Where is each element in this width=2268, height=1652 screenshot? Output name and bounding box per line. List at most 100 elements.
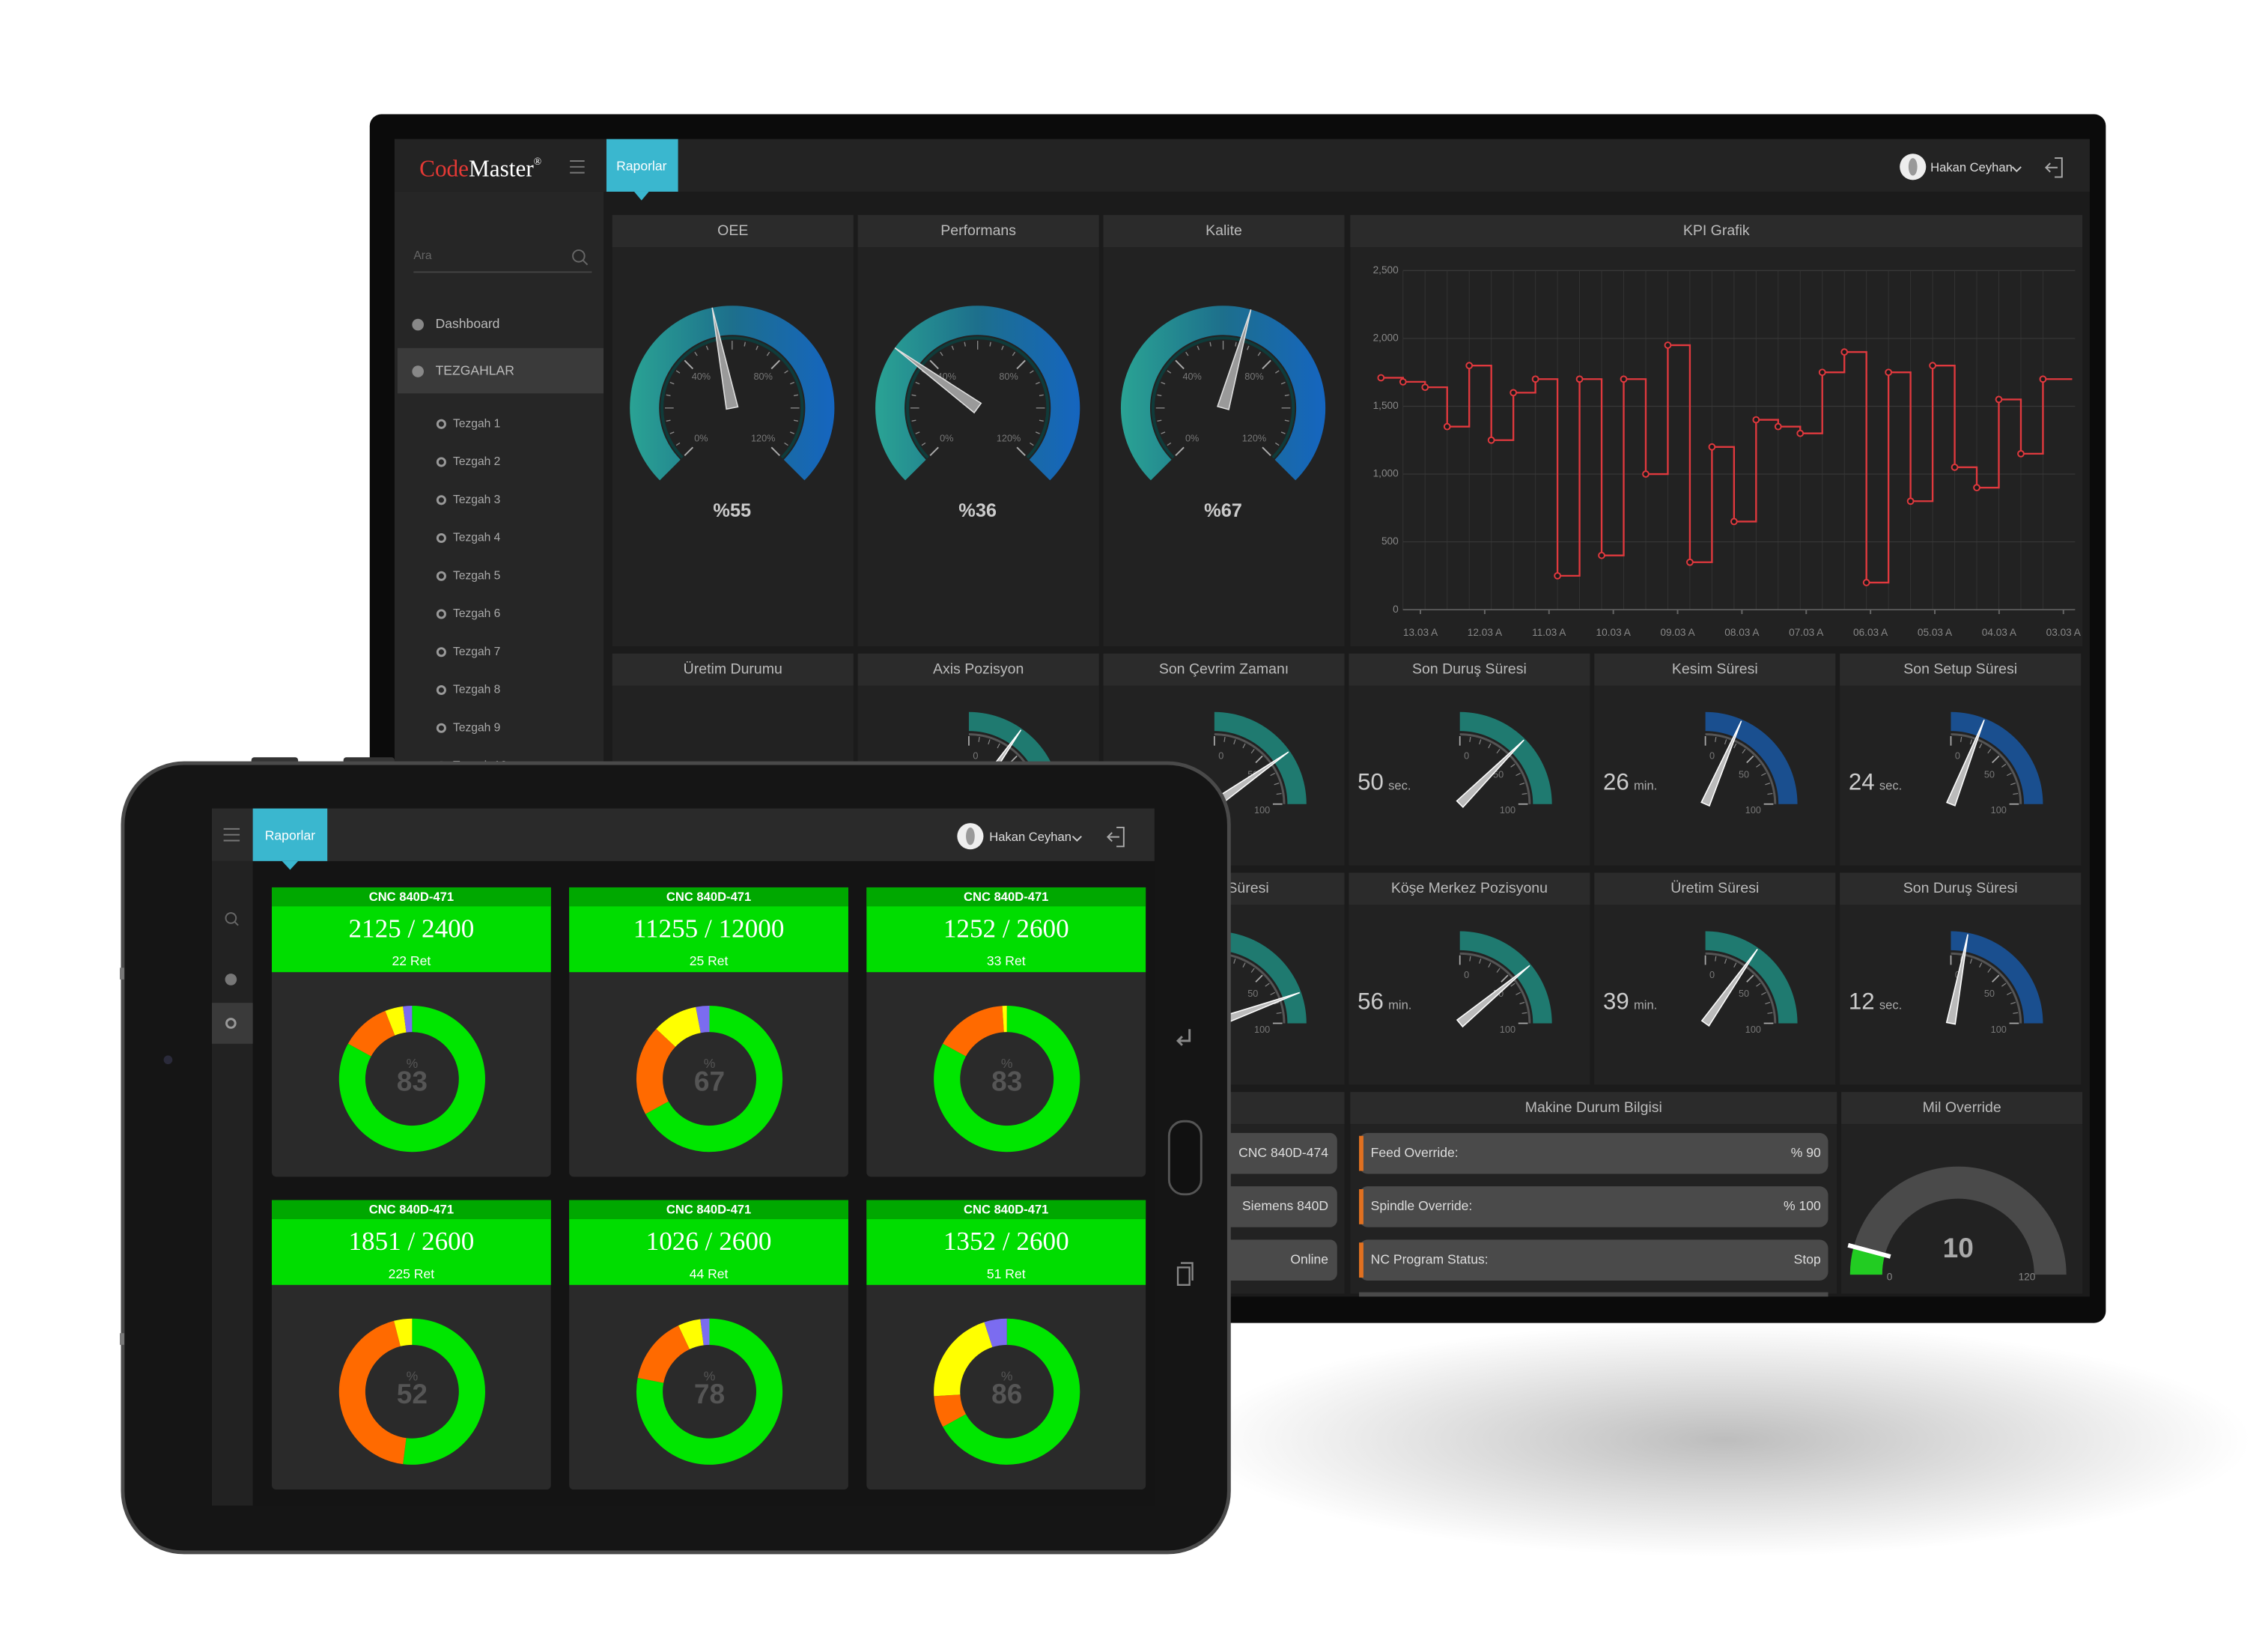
gauge-ring (1214, 711, 1307, 804)
x-tick-label: 13.03 A (1403, 627, 1438, 638)
minor-tick (997, 743, 1000, 749)
card-count: 1252 / 2600 (943, 914, 1069, 944)
panel-title: Performans (940, 222, 1016, 239)
recent-key[interactable] (1176, 1262, 1194, 1286)
y-tick-label: 1,500 (1373, 400, 1399, 411)
gauge-tick (1255, 755, 1263, 764)
card-title: CNC 840D-471 (964, 890, 1048, 904)
logout-icon[interactable] (1106, 826, 1125, 848)
minor-tick (669, 381, 675, 385)
kpi-point (1995, 395, 2003, 404)
donut-percent-sign: % (1001, 1056, 1013, 1071)
submenu-item[interactable]: Tezgah 2 (453, 455, 500, 468)
gauge-tick (1501, 974, 1509, 983)
gauge-value: %36 (958, 500, 997, 521)
gauge-value: 56 (1358, 988, 1384, 1014)
minor-tick (1960, 736, 1963, 742)
minor-tick (1761, 991, 1766, 995)
minor-tick (1960, 956, 1963, 962)
submenu-item[interactable]: Tezgah 5 (453, 569, 501, 582)
submenu-item[interactable]: Tezgah 7 (453, 646, 500, 658)
card-title: CNC 840D-471 (964, 1203, 1048, 1217)
search-icon-handle (583, 260, 589, 266)
card-rejects: 225 Ret (389, 1266, 435, 1281)
minor-tick (1479, 958, 1482, 964)
info-row (1359, 1239, 1828, 1281)
card-rejects: 25 Ret (690, 953, 729, 968)
minor-tick (675, 442, 681, 446)
kpi-point (1377, 374, 1385, 382)
donut-value: 83 (397, 1065, 428, 1096)
gauge-tick (1175, 446, 1185, 456)
minor-tick (1284, 419, 1289, 422)
donut-segment (636, 1318, 783, 1465)
minor-tick (921, 442, 926, 446)
submenu-icon (436, 609, 446, 619)
minor-tick (1715, 956, 1717, 962)
submenu-item[interactable]: Tezgah 4 (453, 532, 501, 544)
minor-tick (1756, 763, 1761, 768)
gauge-value: %67 (1204, 500, 1242, 521)
dashboard-icon[interactable] (225, 974, 237, 986)
gauge-ring (1951, 711, 2043, 804)
minor-tick (669, 431, 675, 434)
donut-segment (636, 1028, 676, 1114)
panel-header (1350, 215, 2083, 248)
submenu-item[interactable]: Tezgah 9 (453, 721, 500, 734)
donut-percent-sign: % (704, 1056, 716, 1071)
gauge-unit: sec. (1388, 779, 1411, 793)
gauge-tick-label: 50 (1493, 769, 1504, 780)
gauge-tick-label: 100 (1991, 805, 2007, 816)
minor-tick (1035, 381, 1040, 385)
card-title-bar (866, 887, 1146, 907)
minor-tick (1469, 956, 1471, 962)
gauge-tick (770, 359, 780, 370)
user-name[interactable]: Hakan Ceyhan (1930, 160, 2013, 174)
submenu-item[interactable]: Tezgah 6 (453, 607, 500, 620)
machines-icon[interactable] (225, 1018, 237, 1029)
gauge-tick (1746, 755, 1754, 764)
kpi-point (1554, 571, 1561, 580)
panel-header (1840, 653, 2082, 686)
minor-tick (951, 345, 955, 350)
menu-item[interactable]: Dashboard (436, 316, 500, 331)
override-value: 10 (1943, 1232, 1974, 1263)
override-track (1849, 1166, 2067, 1275)
home-key[interactable] (1167, 1120, 1203, 1196)
gauge-tick-label: 100 (1254, 1024, 1270, 1035)
search-icon[interactable] (225, 912, 237, 924)
submenu-item[interactable]: Tezgah 1 (453, 417, 500, 430)
kpi-point (1399, 377, 1407, 386)
tab[interactable] (252, 808, 328, 861)
minor-tick (915, 381, 920, 385)
minor-tick (1756, 983, 1761, 987)
minor-tick (1030, 370, 1034, 374)
card-count: 2125 / 2400 (348, 914, 474, 944)
minor-tick (1167, 370, 1172, 374)
kpi-point (1598, 551, 1605, 559)
panel-title: Son Çevrim Zamanı (1159, 661, 1289, 677)
submenu-item[interactable]: Tezgah 3 (453, 494, 500, 506)
panel-title: Kesim Süresi (1672, 661, 1758, 677)
back-key[interactable] (1176, 1029, 1191, 1046)
minor-tick (2006, 773, 2012, 777)
gauge-needle (1945, 719, 1985, 807)
gauge-ring (1705, 931, 1798, 1024)
tab[interactable] (606, 139, 678, 192)
brand-master: Master (469, 156, 534, 182)
logout-icon[interactable] (2044, 157, 2063, 178)
gauge-inner-arc (906, 336, 1050, 459)
menu-item[interactable]: TEZGAHLAR (436, 363, 514, 378)
submenu-item[interactable]: Tezgah 8 (453, 684, 500, 696)
search-input[interactable]: Ara (413, 249, 432, 262)
tab-label[interactable]: Raporlar (265, 827, 315, 842)
minor-tick (1761, 773, 1766, 777)
user-name[interactable]: Hakan Ceyhan (989, 830, 1071, 844)
gauge-tick-label: 100 (1500, 1024, 1515, 1035)
minor-tick (1515, 991, 1521, 995)
minor-tick (1987, 968, 1992, 973)
kpi-line (1381, 344, 2073, 584)
tab-label[interactable]: Raporlar (616, 158, 666, 173)
gauge-tick-label: 0 (1955, 750, 1960, 761)
gauge-value: 24 (1849, 769, 1875, 795)
